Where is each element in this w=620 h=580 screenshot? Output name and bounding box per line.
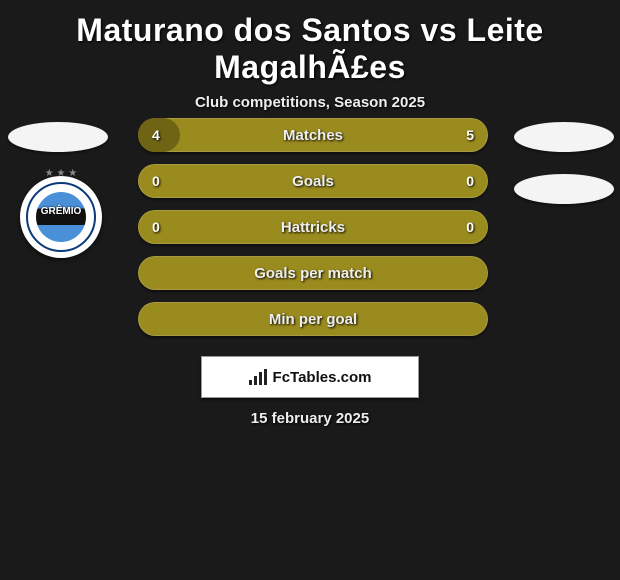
stat-value-left: 0 <box>152 164 160 198</box>
stat-value-right: 0 <box>466 164 474 198</box>
stat-row-min-per-goal: Min per goal <box>138 302 488 336</box>
badge-stars-icon: ★ ★ ★ <box>20 168 102 179</box>
stat-row-goals: 0 Goals 0 <box>138 164 488 198</box>
stat-label: Goals <box>138 164 488 198</box>
snapshot-date: 15 february 2025 <box>0 410 620 427</box>
stat-value-left: 4 <box>152 118 160 152</box>
club-right-badge <box>514 174 614 204</box>
comparison-card: Maturano dos Santos vs Leite MagalhÃ£es … <box>0 0 620 580</box>
chart-bars-icon <box>249 369 267 385</box>
stat-row-matches: 4 Matches 5 <box>138 118 488 152</box>
source-brand[interactable]: FcTables.com <box>201 356 419 398</box>
club-left-name: GRÊMIO <box>20 206 102 217</box>
stat-label: Matches <box>138 118 488 152</box>
stat-value-right: 0 <box>466 210 474 244</box>
stat-label: Goals per match <box>138 256 488 290</box>
player-right-photo <box>514 122 614 152</box>
stat-value-left: 0 <box>152 210 160 244</box>
brand-text: FcTables.com <box>273 369 372 386</box>
player-left-photo <box>8 122 108 152</box>
page-title: Maturano dos Santos vs Leite MagalhÃ£es <box>0 0 620 94</box>
stats-list: 4 Matches 5 0 Goals 0 0 Hattricks 0 Goal… <box>138 118 488 348</box>
stat-value-right: 5 <box>466 118 474 152</box>
club-left-badge: ★ ★ ★ GRÊMIO <box>20 176 102 258</box>
stat-label: Hattricks <box>138 210 488 244</box>
stat-row-hattricks: 0 Hattricks 0 <box>138 210 488 244</box>
stat-label: Min per goal <box>138 302 488 336</box>
stat-row-goals-per-match: Goals per match <box>138 256 488 290</box>
